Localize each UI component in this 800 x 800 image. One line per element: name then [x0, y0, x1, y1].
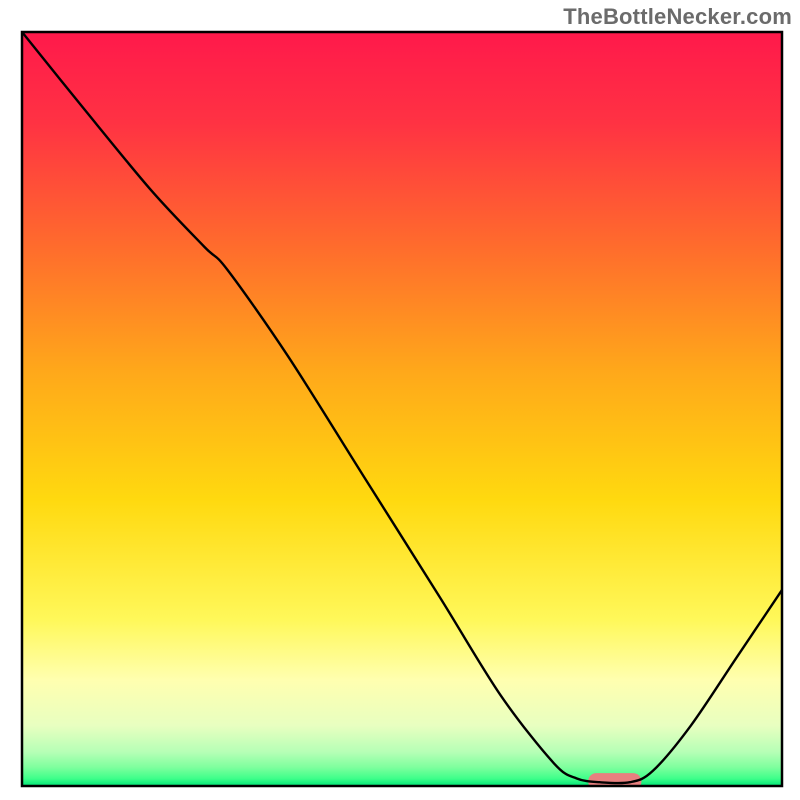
- chart-background: [22, 32, 782, 786]
- chart-container: TheBottleNecker.com: [0, 0, 800, 800]
- bottleneck-curve-chart: [0, 0, 800, 800]
